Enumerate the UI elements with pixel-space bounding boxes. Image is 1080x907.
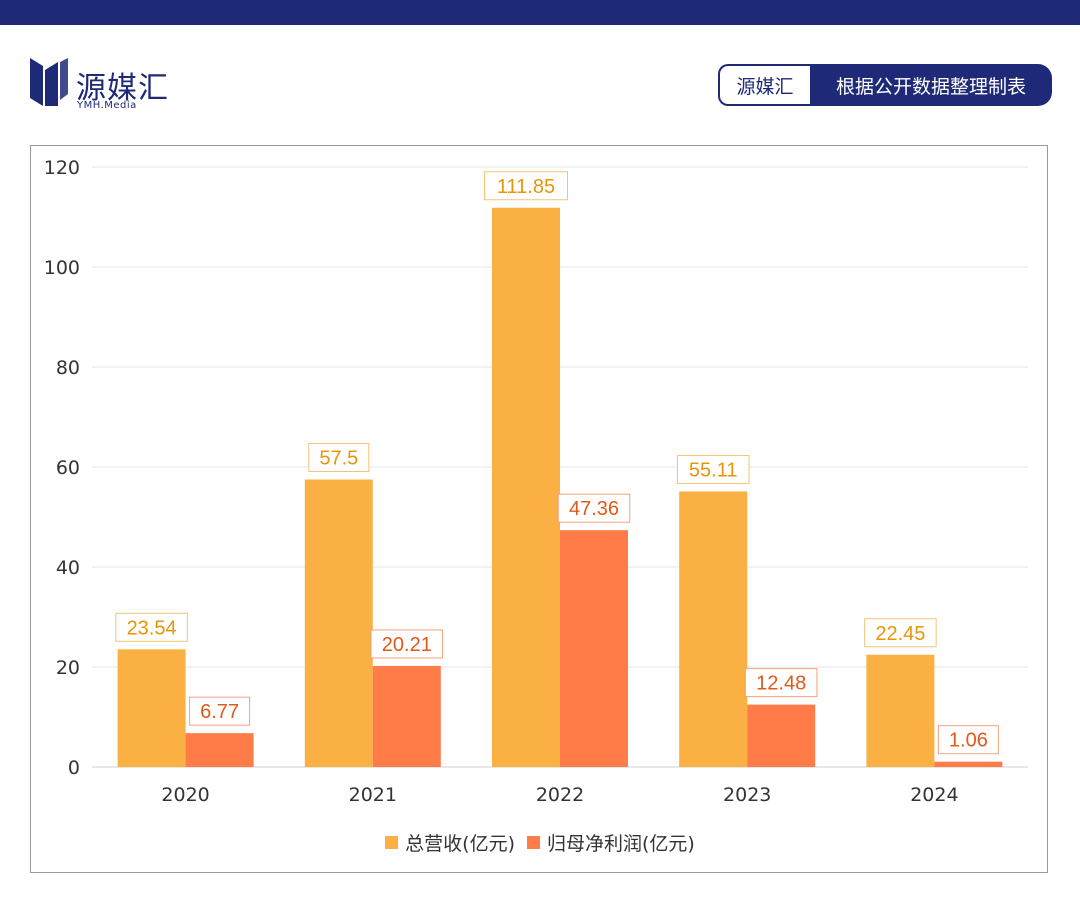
y-tick-label: 60 [56, 457, 80, 479]
brand-name: 源媒汇 [76, 71, 169, 106]
y-tick-label: 0 [68, 757, 80, 779]
data-label-box [676, 454, 750, 484]
y-tick-label: 20 [56, 657, 80, 679]
legend-swatch-profit [527, 836, 540, 849]
legend-swatch-revenue [385, 836, 399, 849]
x-tick-label: 2021 [349, 784, 397, 806]
data-label: 57.5 [319, 448, 358, 470]
legend-item-revenue: 总营收(亿元) [385, 829, 515, 856]
data-label: 6.77 [200, 701, 239, 723]
data-label: 23.54 [127, 617, 177, 639]
bar-chart: 0 20 40 60 80 100 120 23.54 6.77 2020 57.5 20.21 202… [44, 157, 1028, 806]
source-badge: 源媒汇 根据公开数据整理制表 [718, 64, 1052, 106]
data-label: 22.45 [875, 623, 925, 645]
bar-revenue [304, 479, 373, 767]
data-label: 47.36 [569, 498, 619, 520]
x-tick-label: 2023 [723, 784, 771, 806]
bar-revenue [492, 207, 560, 767]
data-label-box [864, 618, 937, 648]
data-label-box [557, 493, 631, 523]
x-tick-label: 2022 [536, 784, 584, 806]
bar-revenue [117, 649, 186, 767]
bar-profit [747, 704, 816, 767]
bar-profit [372, 665, 441, 767]
y-tick-label: 40 [56, 557, 80, 579]
legend-label-revenue: 总营收(亿元) [405, 833, 515, 855]
data-label-box [744, 668, 818, 698]
legend-label-profit: 归母净利润(亿元) [547, 833, 695, 855]
bar-profit [934, 761, 1003, 767]
bar-revenue [679, 491, 748, 767]
bar-profit [185, 733, 254, 767]
brand-logo-icon [30, 58, 68, 106]
data-label: 55.11 [689, 459, 738, 481]
data-label-box [189, 696, 251, 726]
data-label-box [308, 443, 370, 472]
y-tick-label: 80 [56, 357, 80, 379]
top-banner [0, 0, 1080, 25]
x-tick-label: 2020 [161, 784, 209, 806]
bar-profit [560, 530, 628, 767]
data-label-box [937, 725, 999, 755]
y-tick-label: 100 [44, 257, 80, 279]
data-label-box [115, 612, 188, 642]
chart-legend: 总营收(亿元) 归母净利润(亿元) [0, 829, 1080, 856]
legend-item-profit: 归母净利润(亿元) [527, 829, 695, 856]
data-label: 20.21 [382, 634, 432, 656]
x-tick-label: 2024 [910, 784, 958, 806]
data-label: 12.48 [756, 673, 806, 695]
data-label-box [370, 629, 444, 659]
brand-subtitle: YMH.Media [77, 100, 137, 111]
data-label: 111.85 [497, 176, 555, 198]
source-name: 源媒汇 [718, 64, 810, 106]
source-description: 根据公开数据整理制表 [810, 64, 1052, 106]
data-label-box [484, 171, 568, 201]
data-label: 1.06 [949, 730, 988, 752]
bar-revenue [866, 654, 935, 767]
y-tick-label: 120 [44, 157, 80, 179]
